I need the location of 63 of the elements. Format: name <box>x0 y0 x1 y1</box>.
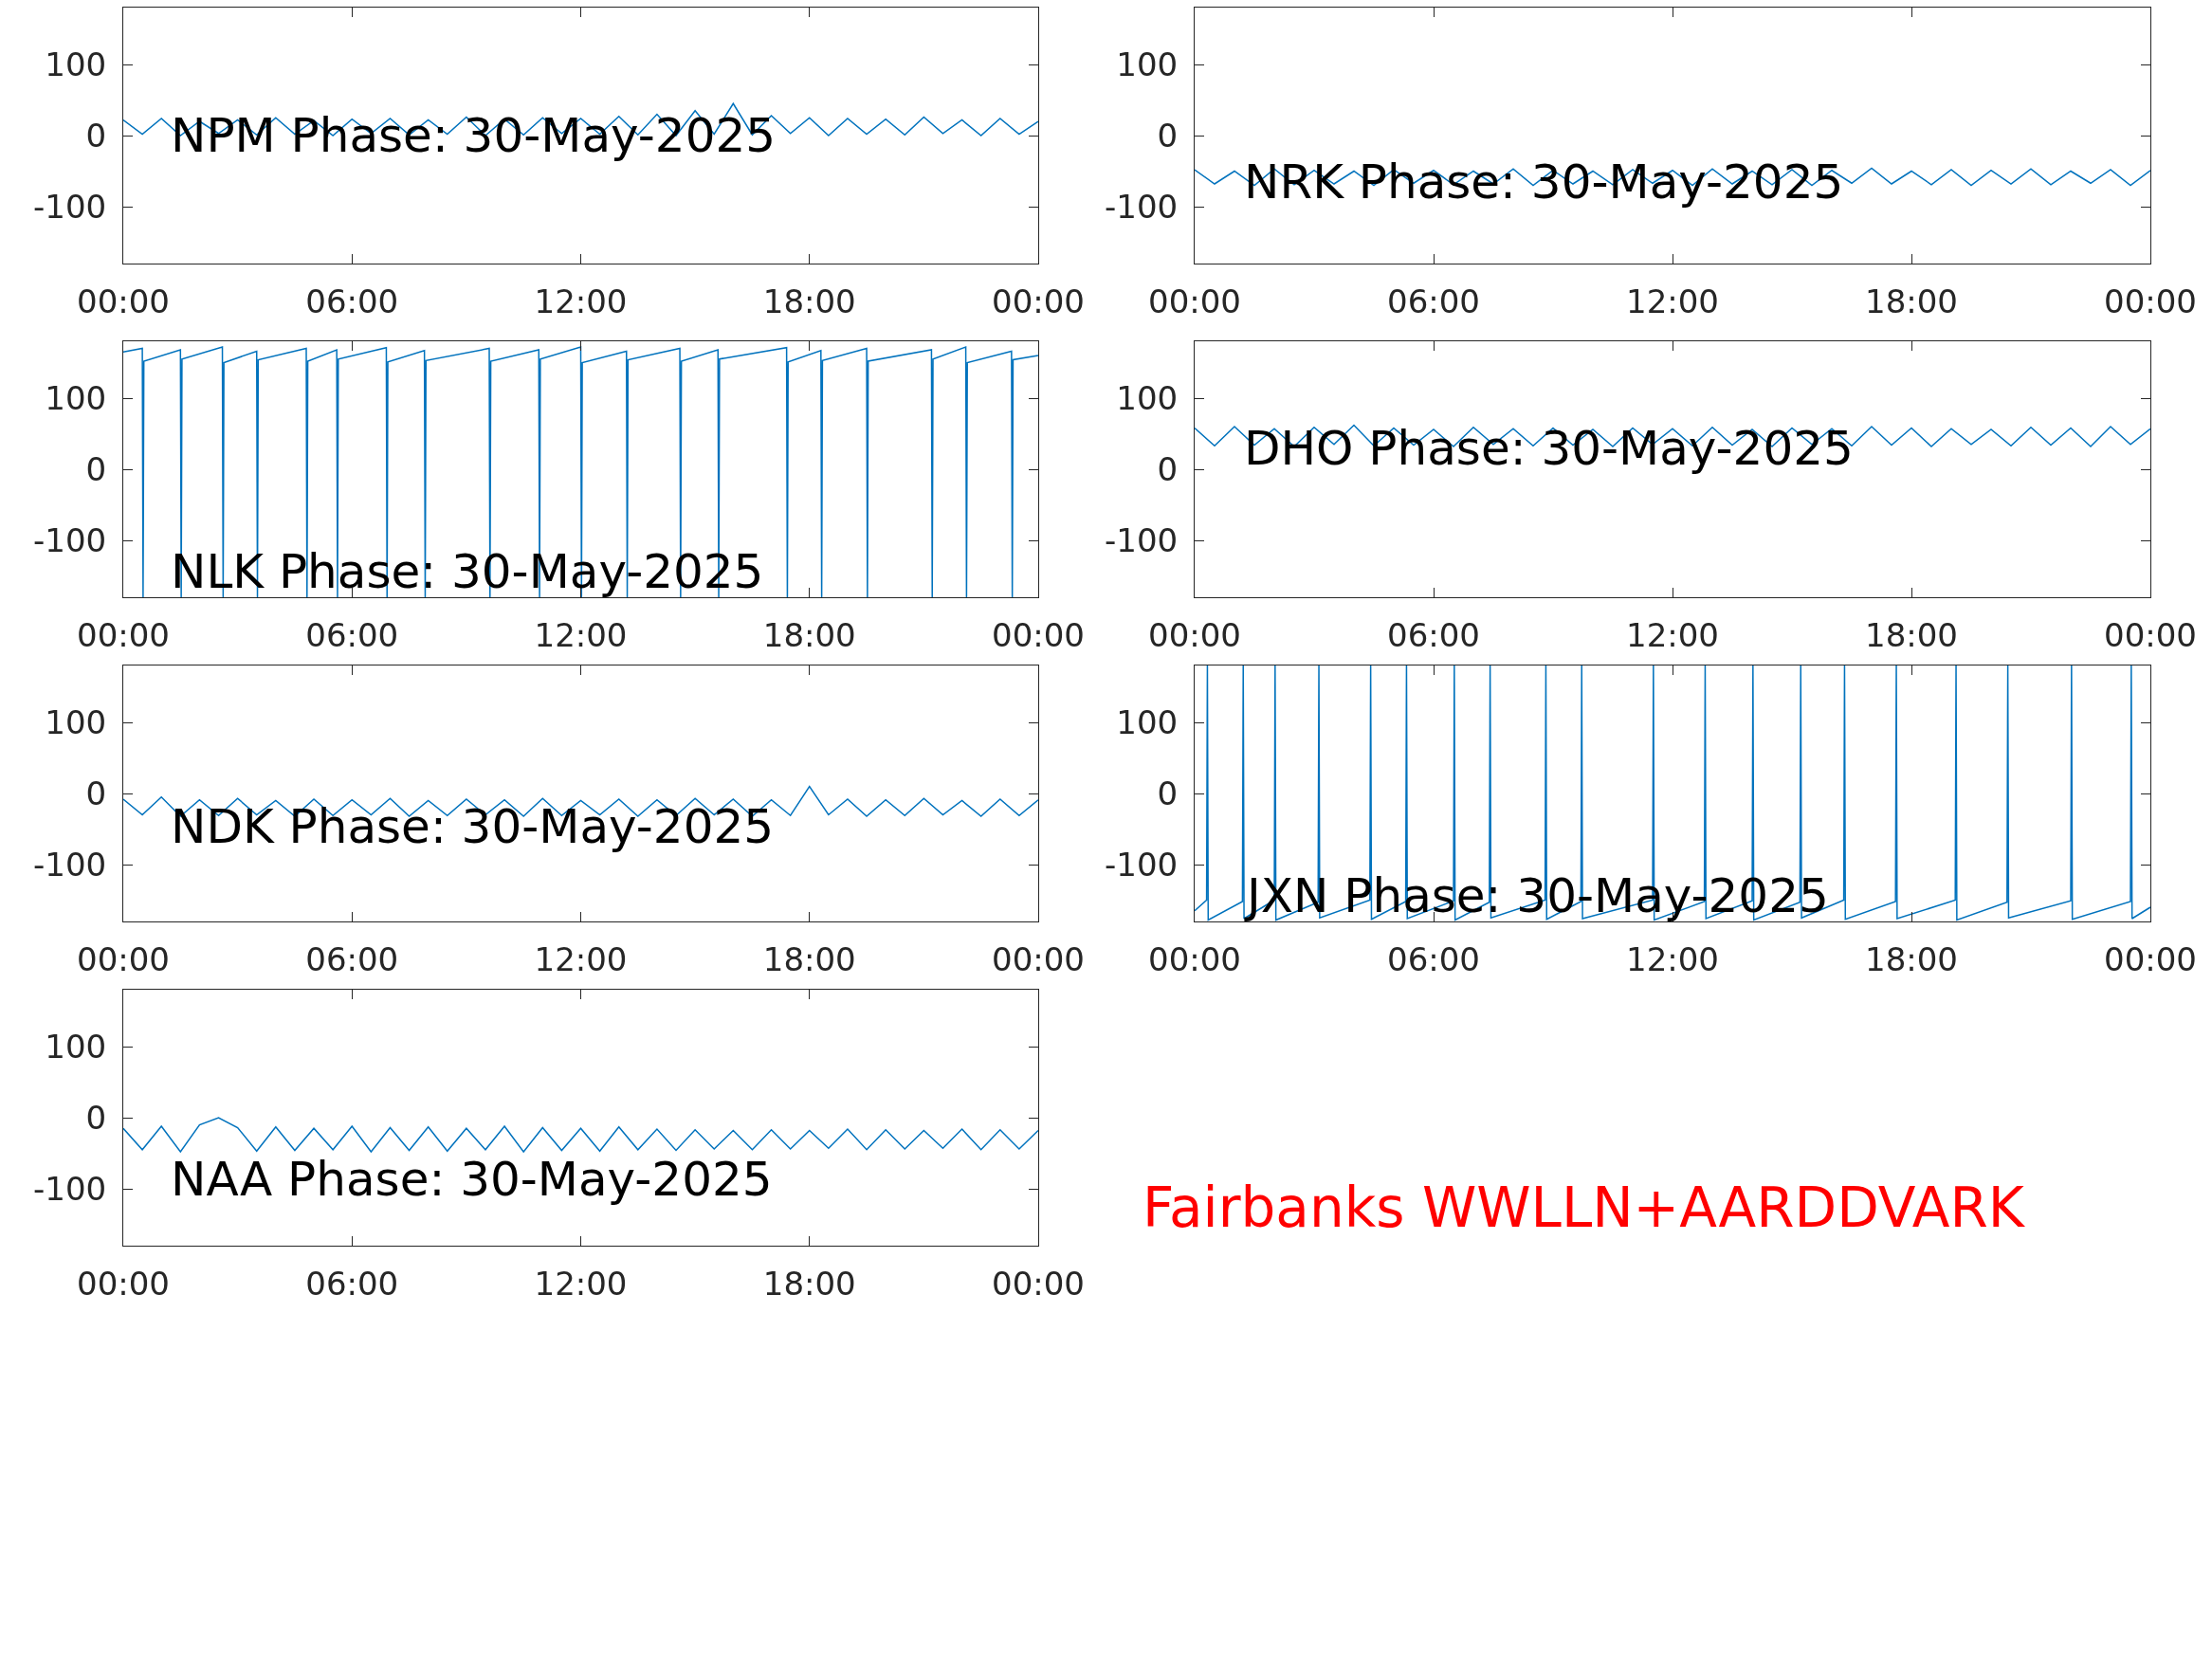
y-tick-label: 100 <box>1116 45 1179 83</box>
y-tick-label: -100 <box>33 187 107 226</box>
x-tick-label: 00:00 <box>992 615 1085 654</box>
x-tick-label: 12:00 <box>534 1264 628 1303</box>
y-tick-label: 0 <box>1157 774 1179 812</box>
x-tick-label: 18:00 <box>1865 939 1958 978</box>
y-tick-label: 100 <box>45 1027 107 1066</box>
x-tick-label: 00:00 <box>992 939 1085 978</box>
y-tick-label: 0 <box>1157 116 1179 155</box>
x-tick-label: 18:00 <box>762 939 856 978</box>
y-tick-label: -100 <box>33 520 107 559</box>
x-tick-label: 06:00 <box>305 939 399 978</box>
y-tick-label: 0 <box>85 116 107 155</box>
y-tick-label: 0 <box>85 774 107 812</box>
x-tick-label: 00:00 <box>992 282 1085 320</box>
x-tick-label: 00:00 <box>1148 615 1241 654</box>
y-tick-label: 0 <box>85 1098 107 1137</box>
y-tick-label: -100 <box>1105 187 1179 226</box>
x-tick-label: 00:00 <box>992 1264 1085 1303</box>
y-tick-label: -100 <box>33 845 107 884</box>
x-tick-label: 06:00 <box>1387 615 1480 654</box>
text: NAA Phase: 30-May-2025 <box>171 1152 773 1207</box>
y-tick-label: 0 <box>1157 449 1179 488</box>
x-tick-label: 00:00 <box>77 282 170 320</box>
x-tick-label: 18:00 <box>762 615 856 654</box>
x-tick-label: 00:00 <box>1148 282 1241 320</box>
x-tick-label: 06:00 <box>305 282 399 320</box>
x-tick-label: 12:00 <box>1626 615 1719 654</box>
x-tick-label: 00:00 <box>77 615 170 654</box>
line-series <box>123 1117 1038 1153</box>
x-tick-label: 06:00 <box>305 615 399 654</box>
y-tick-label: 100 <box>1116 702 1179 741</box>
x-tick-label: 12:00 <box>534 282 628 320</box>
text: NDK Phase: 30-May-2025 <box>171 799 775 854</box>
line-series <box>1195 665 2150 921</box>
x-tick-label: 06:00 <box>305 1264 399 1303</box>
x-tick-label: 18:00 <box>1865 615 1958 654</box>
y-tick-label: 100 <box>45 45 107 83</box>
x-tick-label: 12:00 <box>1626 939 1719 978</box>
x-tick-label: 00:00 <box>2104 939 2197 978</box>
x-tick-label: 12:00 <box>534 939 628 978</box>
text: DHO Phase: 30-May-2025 <box>1244 421 1854 476</box>
line-series <box>123 346 1038 597</box>
x-tick-label: 00:00 <box>1148 939 1241 978</box>
x-tick-label: 00:00 <box>2104 282 2197 320</box>
x-tick-label: 06:00 <box>1387 282 1480 320</box>
x-tick-label: 12:00 <box>534 615 628 654</box>
x-tick-label: 18:00 <box>762 282 856 320</box>
y-tick-label: 0 <box>85 449 107 488</box>
y-tick-label: 100 <box>1116 378 1179 417</box>
x-tick-label: 00:00 <box>2104 615 2197 654</box>
y-tick-label: 100 <box>45 702 107 741</box>
y-tick-label: -100 <box>33 1169 107 1208</box>
x-tick-label: 00:00 <box>77 1264 170 1303</box>
x-tick-label: 18:00 <box>1865 282 1958 320</box>
text: Fairbanks WWLLN+AARDDVARK <box>1143 1176 2024 1240</box>
y-tick-label: -100 <box>1105 845 1179 884</box>
y-tick-label: 100 <box>45 378 107 417</box>
y-tick-label: -100 <box>1105 520 1179 559</box>
x-tick-label: 12:00 <box>1626 282 1719 320</box>
x-tick-label: 18:00 <box>762 1264 856 1303</box>
x-tick-label: 06:00 <box>1387 939 1480 978</box>
x-tick-label: 00:00 <box>77 939 170 978</box>
